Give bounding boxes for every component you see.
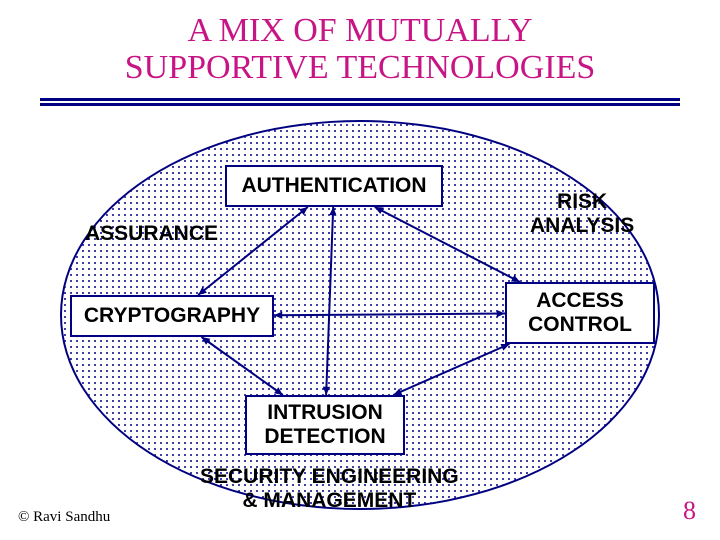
footer-page-number: 8 xyxy=(683,496,696,526)
label-risk-analysis: RISKANALYSIS xyxy=(530,190,634,238)
title-divider xyxy=(40,98,680,106)
label-security-engineering: SECURITY ENGINEERING& MANAGEMENT xyxy=(200,465,459,513)
node-authentication: AUTHENTICATION xyxy=(225,165,443,207)
node-cryptography: CRYPTOGRAPHY xyxy=(70,295,274,337)
node-intrusion-detection: INTRUSIONDETECTION xyxy=(245,395,405,455)
label-assurance: ASSURANCE xyxy=(85,222,218,246)
footer-author: © Ravi Sandhu xyxy=(18,509,110,526)
page-title: A MIX OF MUTUALLYSUPPORTIVE TECHNOLOGIES xyxy=(0,12,720,87)
node-access-control: ACCESSCONTROL xyxy=(505,282,655,344)
